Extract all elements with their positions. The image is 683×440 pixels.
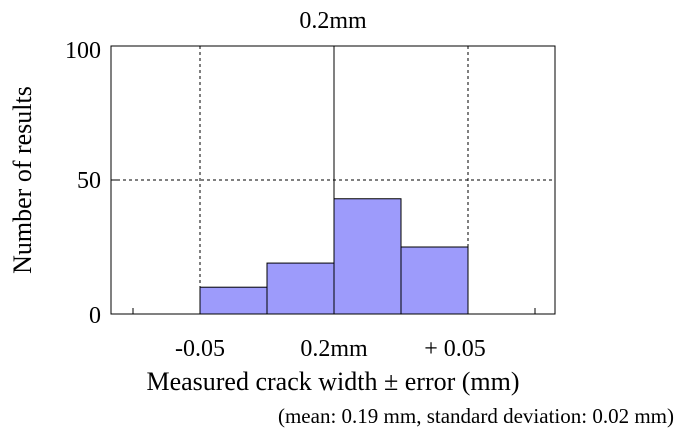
x-tick-label-plus: + 0.05 bbox=[424, 336, 486, 362]
histogram-chart: 0.2mm 100 50 0 -0.05 0.2mm + 0.05 Measur… bbox=[8, 8, 556, 396]
y-tick-label-0: 0 bbox=[89, 303, 101, 329]
bar-1 bbox=[266, 262, 335, 315]
x-tick-label-center: 0.2mm bbox=[300, 336, 368, 362]
x-axis-label: Measured crack width ± error (mm) bbox=[146, 367, 519, 396]
summary-note: (mean: 0.19 mm, standard deviation: 0.02… bbox=[277, 404, 674, 428]
y-tick-label-50: 50 bbox=[77, 168, 101, 194]
bar-series bbox=[199, 198, 469, 315]
y-tick-label-100: 100 bbox=[65, 38, 101, 64]
chart-title: 0.2mm bbox=[299, 8, 367, 34]
bar-2 bbox=[333, 198, 402, 315]
bar-3 bbox=[400, 246, 469, 315]
axis-ticks bbox=[111, 45, 536, 315]
x-tick-label-minus: -0.05 bbox=[175, 336, 225, 362]
bar-0 bbox=[199, 286, 268, 315]
y-axis-label: Number of results bbox=[8, 86, 37, 274]
